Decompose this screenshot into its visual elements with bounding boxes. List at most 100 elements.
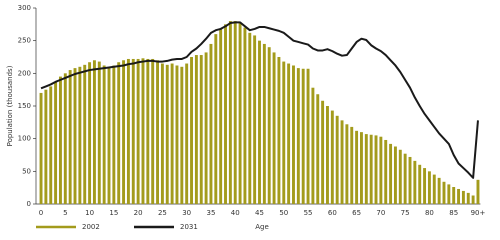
y-tick-label: 150 xyxy=(18,102,31,110)
x-tick-label: 50 xyxy=(279,209,288,217)
bar xyxy=(457,188,461,204)
bar xyxy=(326,106,329,204)
bar xyxy=(277,57,281,204)
x-tick-label: 45 xyxy=(255,209,264,217)
bar xyxy=(248,32,252,205)
legend-label: 2031 xyxy=(180,223,198,231)
bar xyxy=(413,160,417,204)
x-tick-label: 5 xyxy=(63,209,67,217)
bar xyxy=(267,47,271,205)
x-tick-label: 20 xyxy=(134,209,143,217)
bar xyxy=(156,60,160,205)
bar xyxy=(194,55,198,204)
bar xyxy=(287,63,291,205)
bar xyxy=(209,43,213,204)
bar xyxy=(461,190,465,204)
bar xyxy=(204,52,208,204)
bar xyxy=(238,22,242,204)
bar xyxy=(374,135,378,204)
bar xyxy=(253,35,257,204)
line xyxy=(40,21,479,179)
bar xyxy=(63,73,67,204)
bar xyxy=(359,132,363,204)
y-tick-label: 100 xyxy=(18,135,31,143)
bar xyxy=(131,58,135,205)
bar xyxy=(102,65,106,204)
bar xyxy=(170,63,174,205)
bar xyxy=(350,126,354,204)
bar xyxy=(228,21,232,204)
bar xyxy=(107,68,111,205)
x-tick-label: 60 xyxy=(328,209,337,217)
bar xyxy=(58,76,62,204)
bar xyxy=(384,139,388,204)
bar xyxy=(476,179,480,204)
bar xyxy=(321,100,325,204)
bar xyxy=(117,62,121,204)
bar xyxy=(39,92,43,204)
bar xyxy=(355,130,359,204)
bar xyxy=(141,58,145,204)
bar xyxy=(272,52,276,204)
x-tick-label: 35 xyxy=(206,209,215,217)
bar xyxy=(427,171,431,204)
bar xyxy=(165,64,169,204)
x-tick-label: 90+ xyxy=(471,209,486,217)
bar xyxy=(97,61,101,204)
bar xyxy=(379,136,383,204)
bar xyxy=(180,66,184,204)
bar xyxy=(78,66,82,204)
bar xyxy=(340,120,344,204)
x-tick-label: 70 xyxy=(376,209,385,217)
bar xyxy=(437,177,441,204)
x-tick-label: 25 xyxy=(158,209,167,217)
bar xyxy=(452,187,456,204)
bar xyxy=(393,146,397,204)
bar xyxy=(44,89,48,204)
bar xyxy=(199,55,203,204)
chart: Population (thousands) Age 0501001502002… xyxy=(6,4,486,231)
bar xyxy=(316,94,320,204)
bar xyxy=(364,134,368,204)
bar xyxy=(408,156,412,204)
bar xyxy=(54,81,58,204)
x-tick-label: 40 xyxy=(231,209,240,217)
x-tick-label: 80 xyxy=(425,209,434,217)
bar xyxy=(311,87,315,204)
y-tick-label: 250 xyxy=(18,37,31,45)
bar xyxy=(432,174,436,204)
y-axis-label: Population (thousands) xyxy=(6,65,14,146)
x-tick-label: 55 xyxy=(304,209,313,217)
bar xyxy=(418,164,422,204)
bar xyxy=(160,63,164,205)
y-tick-label: 300 xyxy=(18,4,31,12)
bar xyxy=(442,181,446,204)
bar xyxy=(398,149,402,204)
bar xyxy=(330,110,334,204)
x-tick-label: 15 xyxy=(109,209,118,217)
x-axis-label: Age xyxy=(255,223,269,231)
x-tick-label: 75 xyxy=(401,209,410,217)
x-tick-label: 30 xyxy=(182,209,191,217)
bar xyxy=(466,192,470,204)
bar xyxy=(122,60,126,205)
bar xyxy=(243,27,247,204)
bar xyxy=(369,134,373,204)
bar xyxy=(126,58,130,205)
bar xyxy=(112,65,116,204)
bar xyxy=(146,58,150,205)
bar xyxy=(389,143,393,204)
bar xyxy=(301,68,305,204)
bar xyxy=(282,61,286,204)
bar xyxy=(224,24,227,205)
y-tick-label: 200 xyxy=(18,69,31,77)
x-tick-label: 85 xyxy=(449,209,458,217)
legend-label: 2002 xyxy=(82,223,100,231)
bar xyxy=(335,115,339,204)
bar xyxy=(190,57,193,204)
bar xyxy=(151,58,155,205)
bar xyxy=(73,68,77,205)
bar xyxy=(306,68,310,204)
x-tick-label: 0 xyxy=(39,209,43,217)
bar xyxy=(49,86,53,204)
